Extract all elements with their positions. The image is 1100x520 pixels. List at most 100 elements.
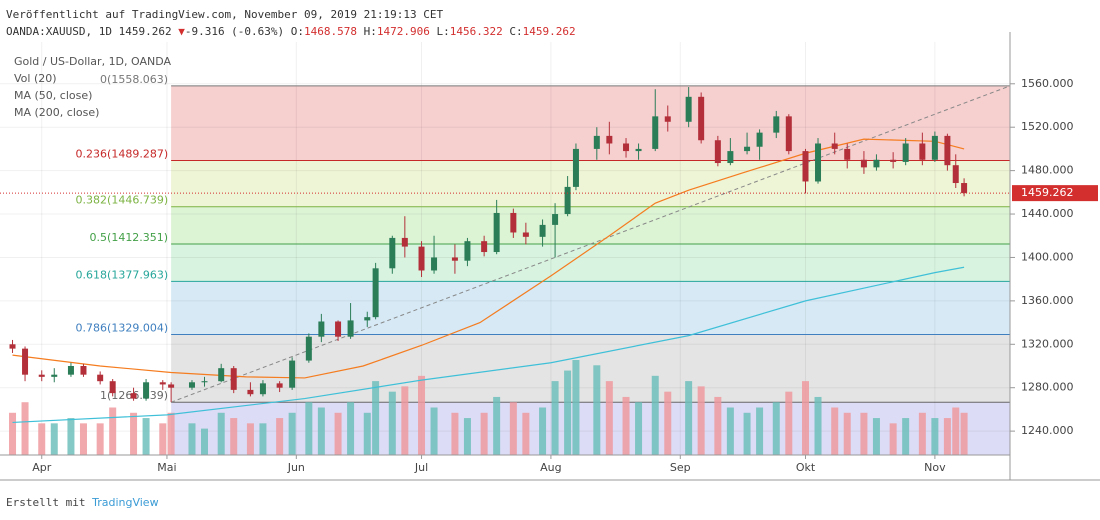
volume-bar — [622, 396, 630, 455]
volume-bar — [401, 386, 409, 455]
volume-bar — [918, 412, 926, 455]
candle-body — [364, 317, 371, 321]
volume-bar — [726, 407, 734, 455]
legend-entry: MA (50, close) — [14, 89, 92, 102]
candle-body — [289, 360, 296, 388]
legend-volume: Vol (20) — [14, 72, 57, 85]
volume-bar — [109, 407, 117, 455]
volume-bar — [564, 370, 572, 455]
candle-body — [38, 374, 45, 377]
volume-bar — [347, 402, 355, 455]
y-tick-label: 1480.000 — [1021, 164, 1074, 177]
candle-body — [606, 135, 613, 144]
volume-bar — [902, 418, 910, 455]
y-tick-label: 1240.000 — [1021, 424, 1074, 437]
arrow: ▼ — [178, 25, 185, 38]
fib-label: 0.618(1377.963) — [76, 268, 169, 281]
made-with: Erstellt mit — [6, 496, 86, 509]
volume-bar — [159, 423, 167, 455]
volume-bar — [130, 412, 138, 455]
volume-bar — [539, 407, 547, 455]
volume-bar — [96, 423, 104, 455]
candle-body — [727, 151, 734, 164]
volume-bar — [67, 418, 75, 455]
volume-bar — [142, 418, 150, 455]
symbol: OANDA:XAUUSD, 1D — [6, 25, 112, 38]
candle-body — [744, 146, 751, 152]
candle-body — [635, 148, 642, 152]
volume-bar — [372, 381, 380, 455]
volume-bar — [363, 412, 371, 455]
volume-bar — [960, 412, 968, 455]
candle-body — [305, 336, 312, 361]
fib-band — [171, 85, 1010, 161]
volume-bar — [685, 381, 693, 455]
candle-body — [564, 186, 571, 215]
volume-bar — [276, 418, 284, 455]
candle-body — [952, 165, 959, 184]
volume-bar — [635, 402, 643, 455]
fib-label: 0.786(1329.004) — [76, 322, 169, 335]
volume-bar — [714, 396, 722, 455]
volume-bar — [651, 375, 659, 455]
candle-body — [685, 96, 692, 122]
change: -9.316 (-0.63%) — [184, 25, 285, 38]
candle-body — [259, 383, 266, 395]
volume-bar — [697, 386, 705, 455]
candle-body — [919, 143, 926, 160]
candle-body — [572, 148, 579, 187]
candle-body — [188, 382, 195, 388]
volume-bar — [801, 381, 809, 455]
x-tick-label: Jun — [287, 461, 305, 474]
candle-body — [481, 241, 488, 253]
candle-body — [143, 382, 150, 399]
volume-bar — [288, 412, 296, 455]
candle-body — [218, 368, 225, 382]
high: 1472.906 — [376, 25, 430, 38]
x-tick-label: Aug — [540, 461, 561, 474]
candle-body — [652, 116, 659, 149]
volume-bar — [572, 360, 580, 455]
brand[interactable]: TradingView — [92, 496, 159, 509]
candle-body — [539, 224, 546, 237]
fib-label: 0.236(1489.287) — [76, 148, 169, 161]
volume-bar — [605, 381, 613, 455]
candle-body — [552, 214, 559, 225]
o-label: O: — [290, 25, 305, 38]
candle-body — [698, 96, 705, 141]
candle-body — [230, 368, 237, 390]
y-tick-label: 1400.000 — [1021, 250, 1074, 263]
y-tick-label: 1320.000 — [1021, 337, 1074, 350]
volume-bar — [551, 381, 559, 455]
volume-bar — [522, 412, 530, 455]
candle-body — [247, 389, 254, 395]
y-tick-label: 1520.000 — [1021, 120, 1074, 133]
candle-body — [109, 381, 116, 394]
candle-body — [22, 348, 29, 375]
candle-body — [451, 257, 458, 261]
candle-body — [418, 246, 425, 271]
candle-body — [159, 382, 166, 385]
volume-bar — [872, 418, 880, 455]
y-tick-label: 1560.000 — [1021, 77, 1074, 90]
volume-bar — [493, 396, 501, 455]
candle-body — [902, 143, 909, 162]
volume-bar — [50, 423, 58, 455]
y-tick-label: 1360.000 — [1021, 294, 1074, 307]
x-tick-label: Mai — [157, 461, 176, 474]
fib-label: 0.5(1412.351) — [90, 231, 169, 244]
candle-body — [168, 384, 175, 388]
candle-body — [944, 135, 951, 166]
fib-band — [171, 281, 1010, 335]
legend-title: Gold / US-Dollar, 1D, OANDA — [14, 55, 172, 68]
volume-bar — [317, 407, 325, 455]
volume-bar — [230, 418, 238, 455]
price: 1459.262 — [118, 25, 172, 38]
candle-body — [318, 321, 325, 337]
volume-bar — [509, 402, 517, 455]
x-tick-label: Jul — [414, 461, 428, 474]
candle-body — [335, 321, 342, 337]
candle-body — [802, 151, 809, 182]
volume-bar — [952, 407, 960, 455]
